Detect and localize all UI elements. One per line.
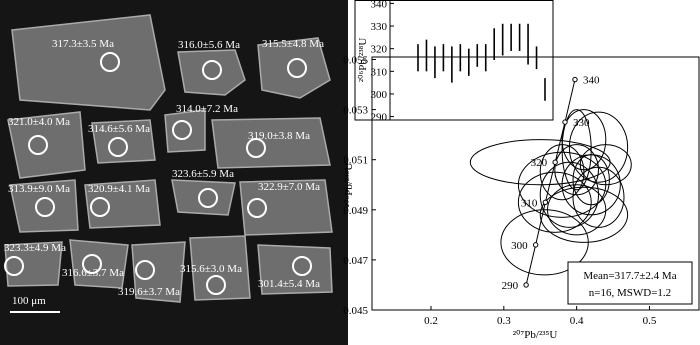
age-label: 323.3±4.9 Ma [4, 242, 66, 254]
age-label: 301.4±5.4 Ma [258, 278, 320, 290]
age-label: 315.6±3.0 Ma [180, 263, 242, 275]
error-ellipse [561, 109, 592, 191]
y-tick-label: 340 [371, 0, 388, 10]
age-label: 317.3±3.5 Ma [52, 38, 114, 50]
concordia-point [562, 119, 568, 125]
concordia-point [552, 159, 558, 165]
age-label: 314.6±5.6 Ma [88, 123, 150, 135]
y-tick-label: 0.047 [343, 255, 368, 267]
age-label: 319.0±3.8 Ma [248, 130, 310, 142]
concordia-age-label: 300 [511, 240, 528, 252]
age-label: 316.6±3.7 Ma [62, 267, 124, 279]
concordia-age-label: 320 [531, 157, 548, 169]
plot-frame [371, 56, 700, 311]
age-label: 315.5±4.8 Ma [262, 38, 324, 50]
scale-bar-label: 100 μm [12, 295, 46, 307]
y-tick-label: 0.053 [343, 105, 368, 117]
age-label: 322.9±7.0 Ma [258, 181, 320, 193]
concordia-point [532, 242, 539, 248]
y-tick-label: 0.051 [343, 155, 368, 167]
concordia-age-label: 310 [521, 197, 538, 209]
y-axis-label: ²⁰⁶Pb/²³⁸U [343, 163, 355, 208]
age-label: 320.9±4.1 Ma [88, 183, 150, 195]
y-tick-label: 320 [371, 44, 388, 56]
age-label: 323.6±5.9 Ma [172, 168, 234, 180]
error-ellipse [517, 151, 607, 218]
annotation-box [567, 261, 693, 305]
concordia-point [542, 199, 549, 205]
cl-image: 100 μm 317.3±3.5 Ma 316.0±5.6 Ma 315.5±4.8… [0, 0, 348, 345]
y-tick-label: 0.049 [343, 205, 368, 217]
error-ellipse [572, 154, 610, 206]
y-tick-label: 300 [371, 89, 388, 101]
error-ellipse [539, 161, 599, 228]
y-tick-label: 0.045 [343, 305, 368, 317]
age-label: 316.0±5.6 Ma [178, 39, 240, 51]
x-tick-label: 0.4 [570, 315, 584, 327]
inset-frame [354, 0, 554, 121]
concordia-point [523, 282, 529, 288]
y-tick-label: 0.055 [343, 55, 368, 67]
concordia-age-label: 340 [583, 75, 600, 87]
age-label: 321.0±4.0 Ma [8, 116, 70, 128]
error-ellipse [539, 186, 629, 243]
y-axis-label: ²⁰⁶Pb/²³⁸U [357, 38, 369, 83]
x-tick-label: 0.2 [424, 315, 438, 327]
spots [4, 52, 312, 295]
x-tick-label: 0.3 [497, 315, 511, 327]
annotation: Mean=317.7±2.4 Ma [583, 270, 676, 282]
concordia-curve [525, 79, 576, 286]
error-ellipse [500, 209, 589, 276]
concordia-point [572, 76, 578, 83]
y-tick-label: 310 [371, 66, 388, 78]
concordia-age-label: 290 [502, 280, 519, 292]
error-ellipse [568, 111, 629, 183]
x-tick-label: 0.5 [643, 315, 657, 327]
y-tick-label: 290 [371, 112, 388, 124]
error-ellipse [517, 171, 592, 233]
annotation: n=16, MSWD=1.2 [589, 287, 671, 299]
y-tick-label: 330 [371, 21, 388, 33]
concordia-age-label: 330 [573, 117, 590, 129]
age-label: 314.0±7.2 Ma [176, 103, 238, 115]
age-label: 319.6±3.7 Ma [118, 286, 180, 298]
x-axis-label: ²⁰⁷Pb/²³⁵U [513, 329, 558, 341]
age-label: 313.9±9.0 Ma [8, 183, 70, 195]
